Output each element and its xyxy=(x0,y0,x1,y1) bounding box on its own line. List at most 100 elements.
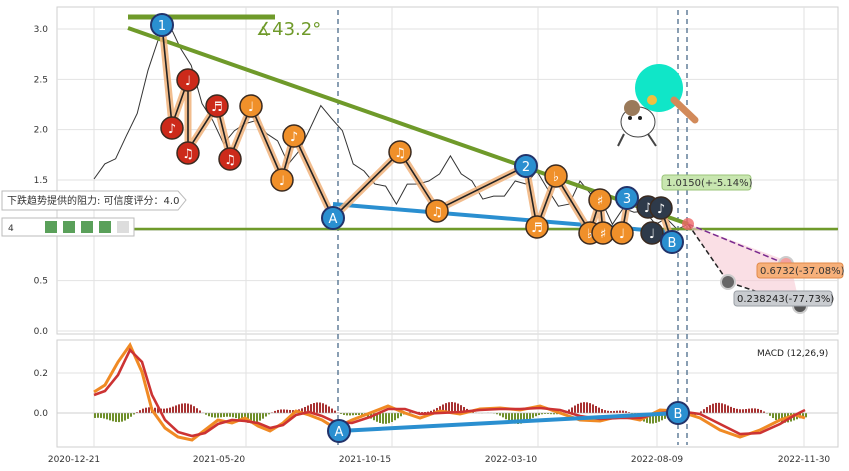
macd-histogram-bar xyxy=(331,408,333,413)
note-marker-glyph: ♬ xyxy=(531,221,543,236)
macd-histogram-bar xyxy=(121,413,123,422)
macd-histogram-bar xyxy=(394,413,396,421)
macd-histogram-bar xyxy=(205,413,207,415)
macd-histogram-bar xyxy=(775,413,777,421)
macd-histogram-bar xyxy=(763,411,765,413)
macd-histogram-bar xyxy=(223,413,225,417)
macd-histogram-bar xyxy=(421,412,423,413)
macd-histogram-bar xyxy=(769,413,771,416)
macd-histogram-bar xyxy=(622,410,624,413)
macd-histogram-bar xyxy=(262,413,264,419)
price-panel xyxy=(56,6,839,335)
macd-histogram-bar xyxy=(109,413,111,421)
macd-histogram-bar xyxy=(745,409,747,413)
macd-histogram-bar xyxy=(709,405,711,413)
macd-histogram-bar xyxy=(115,413,117,422)
macd-histogram-bar xyxy=(604,410,606,413)
macd-histogram-bar xyxy=(616,410,618,413)
note-marker-circle xyxy=(160,116,184,140)
resistance-annotation-text: 下跌趋势提供的阻力: 可信度评分：4.0 xyxy=(7,194,179,207)
note-marker-circle xyxy=(425,199,449,223)
price-horizontal-gridlines xyxy=(57,28,838,332)
macd-histogram-bar xyxy=(211,413,213,418)
macd-histogram-bar xyxy=(247,413,249,423)
macd-histogram-bar xyxy=(736,408,738,413)
macd-histogram-bar xyxy=(535,413,537,417)
note-marker-circle xyxy=(544,164,568,188)
macd-histogram-bar xyxy=(457,403,459,413)
macd-histogram-bar xyxy=(229,413,231,417)
note-marker-glyph: ♬ xyxy=(211,100,223,115)
macd-histogram-bar xyxy=(523,413,525,423)
macd-histogram-bar xyxy=(214,413,216,418)
macd-histogram-bar xyxy=(385,413,387,424)
price-y-tick-label: 1.5 xyxy=(34,176,48,186)
macd-histogram-bar xyxy=(508,413,510,422)
macd-histogram-bar xyxy=(748,408,750,413)
wave-label-2: 2 xyxy=(522,160,530,175)
macd-histogram-bar xyxy=(178,404,180,413)
macd-histogram-bar xyxy=(715,402,717,413)
macd-histogram-bar xyxy=(574,405,576,413)
macd-histogram-bar xyxy=(106,413,108,420)
macd-histogram-bar xyxy=(454,402,456,413)
macd-histogram-bar xyxy=(499,413,501,416)
macd-histogram-bar xyxy=(580,402,582,413)
macd-histogram-bar xyxy=(175,405,177,413)
macd-histogram-bar xyxy=(172,406,174,413)
note-marker-glyph: ♩ xyxy=(185,74,191,89)
macd-histogram-bar xyxy=(649,413,651,424)
macd-histogram-bar xyxy=(703,409,705,413)
macd-histogram-bar xyxy=(355,413,357,416)
macd-histogram-bar xyxy=(529,413,531,420)
wave-label-a: A xyxy=(329,212,338,227)
macd-histogram-bar xyxy=(304,406,306,413)
macd-histogram-bar xyxy=(127,413,129,419)
trend-angle-label: ∡43.2° xyxy=(256,19,321,40)
score-icon xyxy=(81,221,93,233)
note-marker-glyph: ♫ xyxy=(394,146,406,161)
macd-histogram-bar xyxy=(148,407,150,413)
macd-histogram-bar xyxy=(382,413,384,424)
macd-histogram-bar xyxy=(124,413,126,421)
note-marker-glyph: ♫ xyxy=(431,205,443,220)
macd-histogram-bar xyxy=(322,403,324,413)
macd-histogram-bar xyxy=(586,402,588,413)
macd-histogram-bar xyxy=(136,412,138,413)
macd-histogram-bar xyxy=(157,408,159,413)
macd-histogram-bar xyxy=(217,413,219,418)
macd-histogram-bar xyxy=(496,413,498,415)
macd-histogram-bar xyxy=(166,408,168,413)
macd-histogram-bar xyxy=(433,409,435,413)
macd-histogram-bar xyxy=(607,410,609,413)
macd-y-tick-labels: 0.0 0.2 xyxy=(34,369,49,419)
value-label-low: 0.238243(-77.73%) xyxy=(737,294,834,305)
macd-histogram-bar xyxy=(718,402,720,413)
value-label-up: 1.0150(+-5.14%) xyxy=(666,178,753,189)
macd-histogram-bar xyxy=(307,405,309,413)
macd-histogram-bar xyxy=(241,413,243,421)
macd-histogram-bar xyxy=(631,413,633,414)
macd-histogram-bar xyxy=(706,407,708,413)
macd-histogram-bar xyxy=(232,413,234,418)
note-marker-circle xyxy=(205,94,229,118)
score-label: 4 xyxy=(8,224,14,234)
note-marker-glyph: ♩ xyxy=(248,100,254,115)
macd-histogram-bar xyxy=(595,405,597,413)
note-marker-circle xyxy=(610,221,634,245)
macd-histogram-bar xyxy=(259,413,261,421)
macd-histogram-bar xyxy=(238,413,240,420)
price-y-tick-label: 0.5 xyxy=(34,277,48,287)
x-tick-label: 2021-05-20 xyxy=(193,455,246,465)
macd-histogram-bar xyxy=(712,403,714,413)
note-marker-circle xyxy=(588,188,612,212)
macd-histogram-bar xyxy=(463,407,465,413)
macd-histogram-bar xyxy=(226,413,228,417)
macd-histogram-bar xyxy=(301,408,303,413)
macd-histogram-bar xyxy=(343,413,345,415)
note-marker-glyph: ♭ xyxy=(553,170,559,185)
note-markers: ♪♩♫♬♫♩♩♪♫♫♬♭♭♯♯ ♩♪ ♪♩ xyxy=(160,68,673,245)
x-tick-label: 2022-11-30 xyxy=(778,455,831,465)
macd-histogram-bar xyxy=(721,403,723,413)
macd-histogram-bar xyxy=(751,408,753,413)
